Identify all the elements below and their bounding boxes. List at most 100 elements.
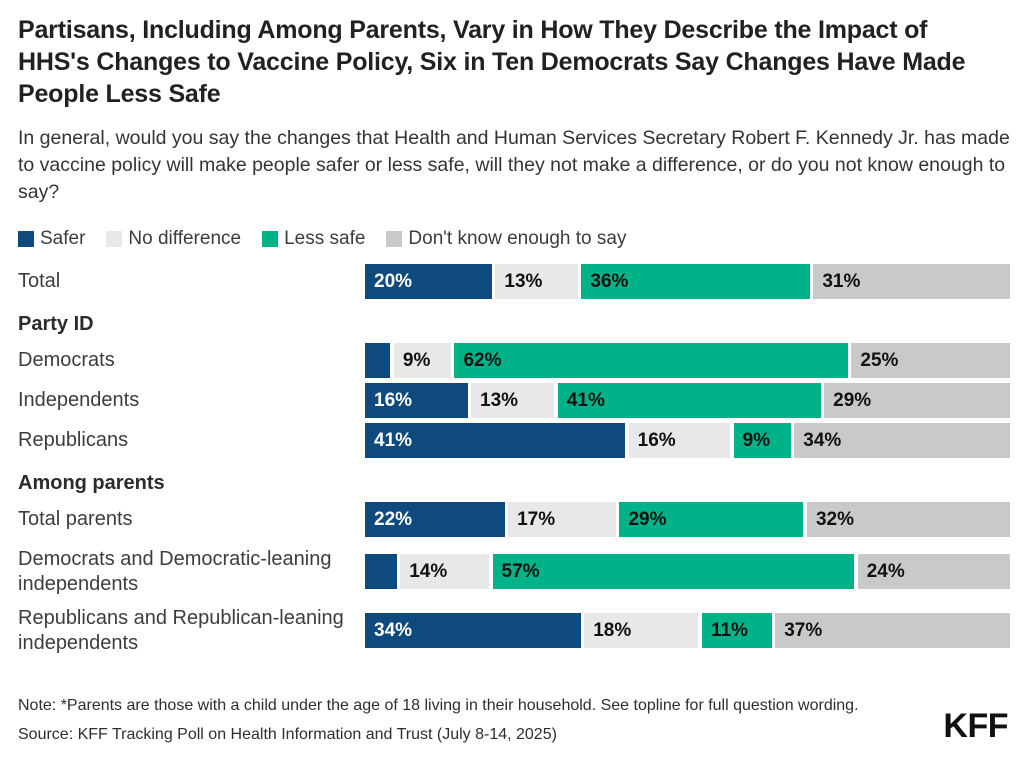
bar-value-label: 13% xyxy=(480,389,519,411)
row-label: Democrats xyxy=(18,349,115,371)
bar-value-label: 16% xyxy=(637,429,676,451)
bar-segment-safer: 22% xyxy=(365,502,505,537)
chart-row-total: Total 20% 13% 36% 31% xyxy=(18,264,1010,304)
bar-segment-less-safe: 62% xyxy=(454,343,848,378)
bar-track: 16% 13% 41% 29% xyxy=(365,383,1010,418)
row-label: Democrats and Democratic-leaning indepen… xyxy=(18,547,332,595)
legend-label: Safer xyxy=(40,228,86,249)
bar-value-label: 37% xyxy=(784,619,823,641)
section-header-among-parents: Among parents xyxy=(18,470,1010,497)
legend-item-don-t-know-enough-to-say: Don't know enough to say xyxy=(386,228,626,250)
legend-label: Don't know enough to say xyxy=(408,228,627,249)
chart-row-republicans: Republicans 41% 16% 9% 34% xyxy=(18,423,1010,463)
legend-swatch-less_safe-icon xyxy=(262,231,279,247)
bar-segment-no-difference: 9% xyxy=(393,343,451,378)
bar-value-label: 34% xyxy=(803,429,842,451)
kff-logo: KFF xyxy=(943,707,1008,745)
bar-segment-no-difference: 13% xyxy=(495,264,578,299)
chart-row-democrats-and-democratic-leaning-independents: Democrats and Democratic-leaning indepen… xyxy=(18,542,1010,601)
legend-item-safer: Safer xyxy=(18,228,85,250)
row-label: Total parents xyxy=(18,508,133,530)
bar-value-label: 41% xyxy=(374,429,413,451)
footnote: Note: *Parents are those with a child un… xyxy=(18,697,859,714)
bar-value-label: 36% xyxy=(590,270,629,292)
chart-subtitle: In general, would you say the changes th… xyxy=(18,127,1010,203)
bar-segment-safer: 41% xyxy=(365,423,626,458)
legend-swatch-dont_know-icon xyxy=(386,231,403,247)
bar-segment-no-difference: 14% xyxy=(400,554,490,589)
bar-value-label: 31% xyxy=(822,270,861,292)
bar-segment-no-difference: 18% xyxy=(584,613,699,648)
bar-segment-less-safe: 9% xyxy=(733,423,791,458)
source-line: Source: KFF Tracking Poll on Health Info… xyxy=(18,726,557,743)
bar-value-label: 57% xyxy=(501,560,540,582)
bar-segment-no-difference: 13% xyxy=(471,383,555,418)
section-header-label: Among parents xyxy=(18,472,165,494)
legend-swatch-no_difference-icon xyxy=(106,231,123,247)
bar-track: 9% 62% 25% xyxy=(365,343,1010,378)
bar-segment-less-safe: 57% xyxy=(492,554,855,589)
bar-segment-safer: 16% xyxy=(365,383,468,418)
bar-track: 20% 13% 36% 31% xyxy=(365,264,1010,299)
legend-item-less-safe: Less safe xyxy=(262,228,365,250)
chart-row-independents: Independents 16% 13% 41% 29% xyxy=(18,383,1010,423)
bar-value-label: 25% xyxy=(860,349,899,371)
bar-value-label: 16% xyxy=(374,389,413,411)
legend: Safer No difference Less safe Don't know en… xyxy=(18,227,1010,251)
bar-segment-don-t-know-enough-to-say: 24% xyxy=(857,554,1010,589)
bar-track: 34% 18% 11% 37% xyxy=(365,613,1010,648)
row-label: Independents xyxy=(18,389,140,411)
bar-segment-less-safe: 29% xyxy=(619,502,804,537)
bar-track: 41% 16% 9% 34% xyxy=(365,423,1010,458)
bar-value-label: 24% xyxy=(866,560,905,582)
section-header-label: Party ID xyxy=(18,313,94,335)
row-label: Republicans and Republican-leaning indep… xyxy=(18,606,344,654)
bar-value-label: 20% xyxy=(374,270,413,292)
bar-value-label: 9% xyxy=(402,349,431,371)
legend-swatch-safer-icon xyxy=(18,231,34,247)
bar-value-label: 13% xyxy=(504,270,543,292)
row-label: Republicans xyxy=(18,429,129,451)
bar-track: 14% 57% 24% xyxy=(365,554,1010,589)
bar-segment-don-t-know-enough-to-say: 31% xyxy=(813,264,1010,299)
bar-value-label: 22% xyxy=(374,508,413,530)
bar-segment-safer: 20% xyxy=(365,264,492,299)
bar-segment-safer xyxy=(365,343,391,378)
bar-segment-no-difference: 17% xyxy=(508,502,616,537)
bar-value-label: 29% xyxy=(628,508,667,530)
bar-value-label: 14% xyxy=(409,560,448,582)
stacked-bar-chart: Total 20% 13% 36% 31% Party ID Democrats 9% 62% 2… xyxy=(18,264,1010,660)
bar-value-label: 17% xyxy=(517,508,556,530)
bar-value-label: 62% xyxy=(463,349,502,371)
bar-value-label: 34% xyxy=(374,619,413,641)
bar-value-label: 41% xyxy=(566,389,605,411)
row-label: Total xyxy=(18,270,61,292)
bar-value-label: 32% xyxy=(815,508,854,530)
bar-value-label: 29% xyxy=(833,389,872,411)
bar-segment-safer xyxy=(365,554,397,589)
chart-row-republicans-and-republican-leaning-independents: Republicans and Republican-leaning indep… xyxy=(18,601,1010,660)
bar-track: 22% 17% 29% 32% xyxy=(365,502,1010,537)
bar-segment-safer: 34% xyxy=(365,613,581,648)
section-header-party-id: Party ID xyxy=(18,311,1010,338)
chart-row-democrats: Democrats 9% 62% 25% xyxy=(18,343,1010,383)
bar-segment-don-t-know-enough-to-say: 29% xyxy=(824,383,1010,418)
bar-segment-less-safe: 11% xyxy=(701,613,772,648)
bar-segment-less-safe: 41% xyxy=(557,383,821,418)
legend-label: Less safe xyxy=(284,228,366,249)
bar-value-label: 18% xyxy=(593,619,632,641)
chart-footer: Note: *Parents are those with a child un… xyxy=(18,697,859,744)
legend-label: No difference xyxy=(128,228,242,249)
chart-title: Partisans, Including Among Parents, Vary… xyxy=(18,16,966,108)
bar-value-label: 9% xyxy=(742,429,771,451)
bar-segment-no-difference: 16% xyxy=(628,423,731,458)
chart-row-total-parents: Total parents 22% 17% 29% 32% xyxy=(18,502,1010,542)
bar-segment-don-t-know-enough-to-say: 32% xyxy=(806,502,1010,537)
bar-segment-don-t-know-enough-to-say: 25% xyxy=(851,343,1010,378)
bar-segment-don-t-know-enough-to-say: 34% xyxy=(794,423,1010,458)
legend-item-no-difference: No difference xyxy=(106,228,241,250)
bar-value-label: 11% xyxy=(710,619,748,641)
bar-segment-less-safe: 36% xyxy=(581,264,810,299)
bar-segment-don-t-know-enough-to-say: 37% xyxy=(775,613,1010,648)
